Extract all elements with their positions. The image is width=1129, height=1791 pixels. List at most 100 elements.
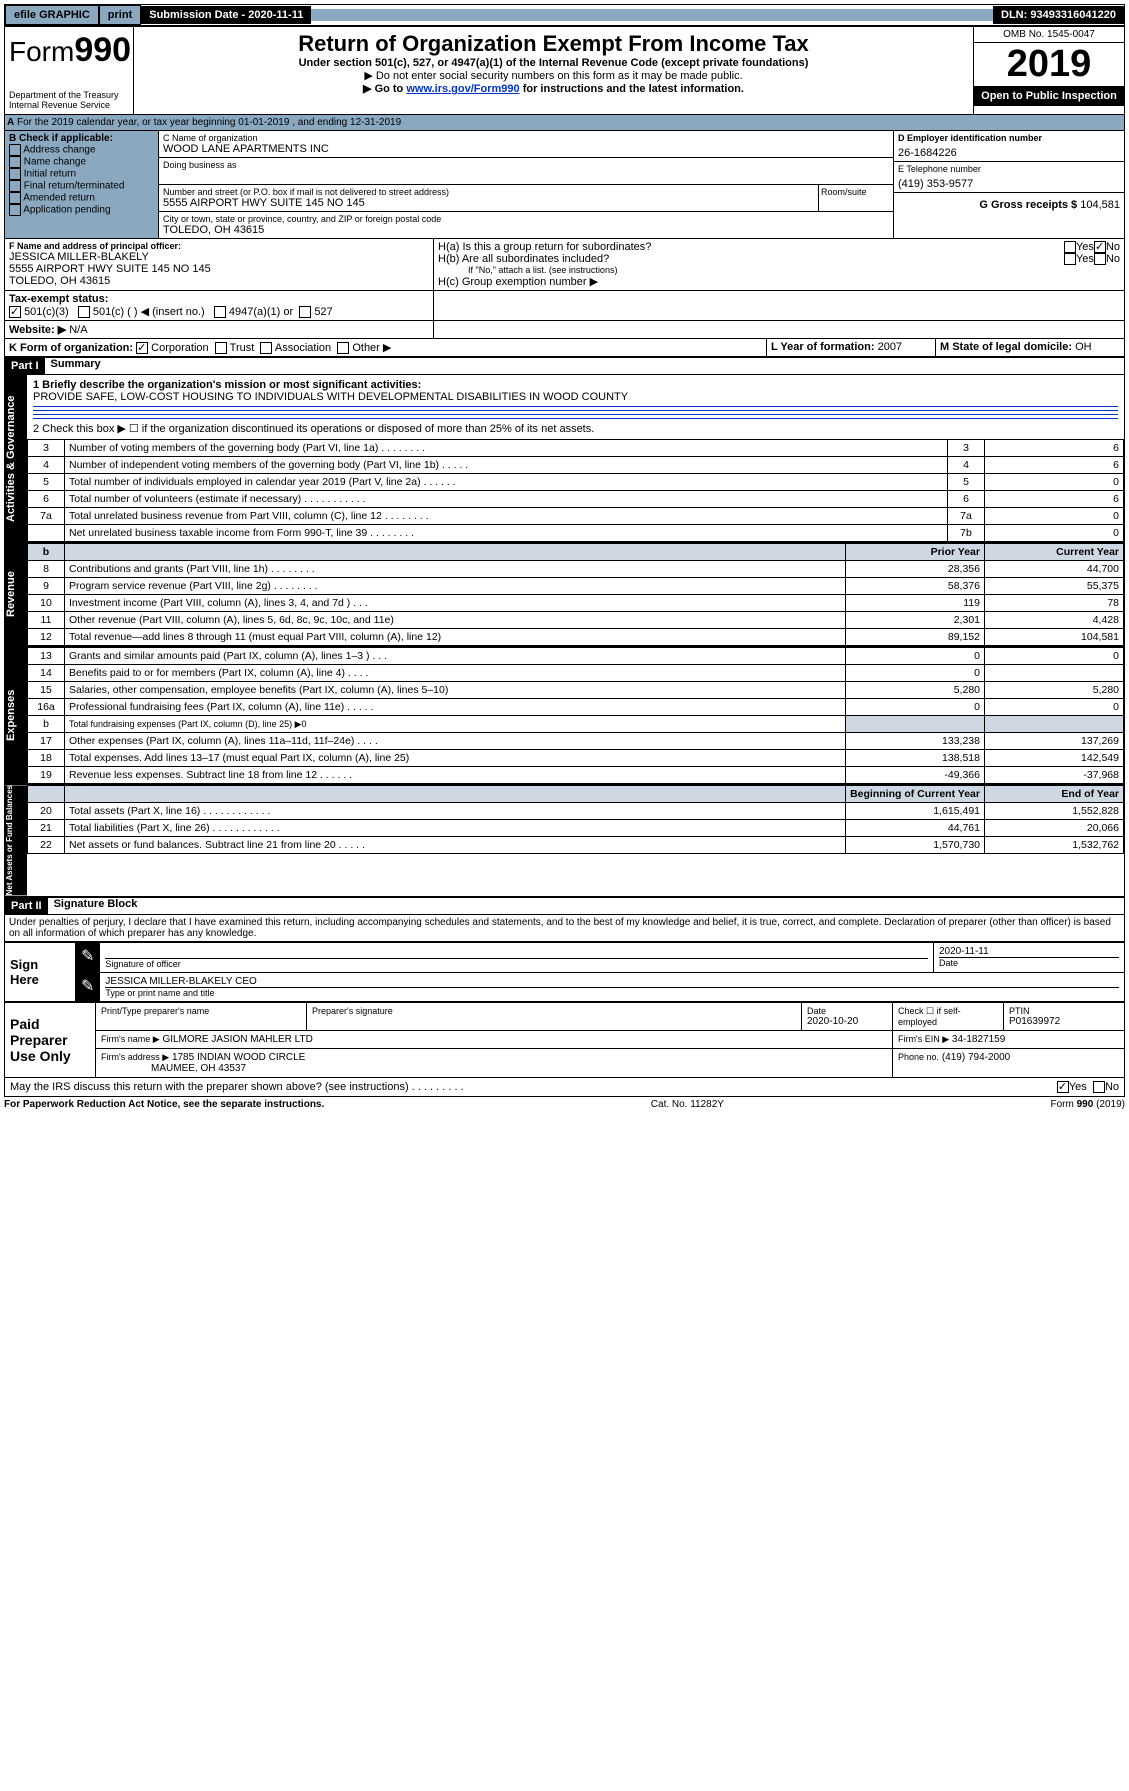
- 4947-checkbox[interactable]: [214, 306, 226, 318]
- row-num: 10: [28, 595, 65, 612]
- ha-label: H(a) Is this a group return for subordin…: [438, 241, 1064, 253]
- gross-label: G Gross receipts $: [979, 199, 1077, 211]
- irs-label: Internal Revenue Service: [9, 100, 129, 110]
- tax-year-line: A For the 2019 calendar year, or tax yea…: [5, 115, 1124, 130]
- row-num: 5: [28, 474, 65, 491]
- expenses-label: Expenses: [5, 647, 27, 784]
- discuss-yes-checkbox[interactable]: [1057, 1081, 1069, 1093]
- 501c-checkbox[interactable]: [78, 306, 90, 318]
- pen-icon: ✎: [76, 942, 100, 972]
- row-num: 22: [28, 837, 65, 854]
- row-value: 6: [985, 491, 1124, 508]
- submission-date: Submission Date - 2020-11-11: [141, 6, 311, 24]
- row-num: 21: [28, 820, 65, 837]
- prep-date-label: Date: [807, 1006, 887, 1016]
- 501c3-checkbox[interactable]: [9, 306, 21, 318]
- governance-label: Activities & Governance: [5, 375, 27, 542]
- revenue-label: Revenue: [5, 543, 27, 646]
- ha-no-checkbox[interactable]: [1094, 241, 1106, 253]
- net-table: Beginning of Current YearEnd of Year20To…: [27, 785, 1124, 854]
- b-checkbox[interactable]: [9, 168, 21, 180]
- row-num: 16a: [28, 699, 65, 716]
- top-bar: efile GRAPHIC print Submission Date - 20…: [4, 4, 1125, 26]
- row-label: Total number of volunteers (estimate if …: [65, 491, 948, 508]
- row-label: Total liabilities (Part X, line 26) . . …: [65, 820, 846, 837]
- b-checkbox[interactable]: [9, 204, 21, 216]
- current-value: 44,700: [985, 561, 1124, 578]
- ptin-value: P01639972: [1009, 1016, 1119, 1027]
- pra-notice: For Paperwork Reduction Act Notice, see …: [4, 1099, 324, 1110]
- ein-label: D Employer identification number: [898, 133, 1120, 143]
- firm-name-label: Firm's name ▶: [101, 1034, 160, 1044]
- end-value: 20,066: [985, 820, 1124, 837]
- discuss-no-checkbox[interactable]: [1093, 1081, 1105, 1093]
- prior-year-header: Prior Year: [846, 544, 985, 561]
- form-subtitle: Under section 501(c), 527, or 4947(a)(1)…: [138, 57, 969, 69]
- row-value: 6: [985, 457, 1124, 474]
- row-ref: 4: [948, 457, 985, 474]
- beg-value: 1,570,730: [846, 837, 985, 854]
- hb-label: H(b) Are all subordinates included?: [438, 253, 1064, 265]
- hb-yes-checkbox[interactable]: [1064, 253, 1076, 265]
- pen-icon: ✎: [76, 972, 100, 1001]
- officer-addr1: 5555 AIRPORT HWY SUITE 145 NO 145: [9, 263, 429, 275]
- sig-officer-label: Signature of officer: [105, 959, 928, 969]
- ha-yes-checkbox[interactable]: [1064, 241, 1076, 253]
- prior-value: -49,366: [846, 767, 985, 784]
- 527-checkbox[interactable]: [299, 306, 311, 318]
- form-title: Return of Organization Exempt From Incom…: [138, 31, 969, 57]
- row-label: Total number of individuals employed in …: [65, 474, 948, 491]
- firm-name: GILMORE JASION MAHLER LTD: [162, 1034, 312, 1045]
- net-label: Net Assets or Fund Balances: [5, 785, 27, 895]
- b-checkbox[interactable]: [9, 192, 21, 204]
- row-ref: 7a: [948, 508, 985, 525]
- b-header: b: [28, 544, 65, 561]
- firm-addr-label: Firm's address ▶: [101, 1052, 169, 1062]
- row-ref: 5: [948, 474, 985, 491]
- hc-label: H(c) Group exemption number ▶: [438, 275, 1120, 288]
- current-value: 4,428: [985, 612, 1124, 629]
- c-name-label: C Name of organization: [163, 133, 889, 143]
- open-public-badge: Open to Public Inspection: [974, 86, 1124, 106]
- org-city: TOLEDO, OH 43615: [163, 224, 889, 236]
- assoc-checkbox[interactable]: [260, 342, 272, 354]
- row-num: 9: [28, 578, 65, 595]
- b-checkbox[interactable]: [9, 144, 21, 156]
- perjury-text: Under penalties of perjury, I declare th…: [4, 915, 1125, 942]
- row-label: Contributions and grants (Part VIII, lin…: [65, 561, 846, 578]
- firm-phone: (419) 794-2000: [942, 1052, 1010, 1063]
- note2-pre: ▶ Go to: [363, 83, 406, 95]
- current-value: [985, 665, 1124, 682]
- efile-button[interactable]: efile GRAPHIC: [5, 5, 99, 25]
- trust-checkbox[interactable]: [215, 342, 227, 354]
- b-checkbox[interactable]: [9, 180, 21, 192]
- sign-date: 2020-11-11: [939, 946, 1119, 958]
- prep-date: 2020-10-20: [807, 1016, 887, 1027]
- row-ref: 7b: [948, 525, 985, 542]
- row-num: 20: [28, 803, 65, 820]
- row-label: Number of voting members of the governin…: [65, 440, 948, 457]
- current-value: 78: [985, 595, 1124, 612]
- row-label: Total unrelated business revenue from Pa…: [65, 508, 948, 525]
- hb-no-checkbox[interactable]: [1094, 253, 1106, 265]
- b-item-label: Application pending: [23, 205, 110, 216]
- row-label: Program service revenue (Part VIII, line…: [65, 578, 846, 595]
- prior-value: 0: [846, 699, 985, 716]
- other-checkbox[interactable]: [337, 342, 349, 354]
- gross-value: 104,581: [1080, 199, 1120, 211]
- row-num: 13: [28, 648, 65, 665]
- row-label: Total revenue—add lines 8 through 11 (mu…: [65, 629, 846, 646]
- phone-value: (419) 353-9577: [898, 178, 1120, 190]
- form-number: 990: [74, 31, 131, 69]
- row-value: 0: [985, 508, 1124, 525]
- irs-link[interactable]: www.irs.gov/Form990: [406, 83, 519, 95]
- print-button[interactable]: print: [99, 5, 141, 25]
- prep-sig-label: Preparer's signature: [312, 1006, 796, 1016]
- part2-label: Part II: [5, 898, 48, 914]
- row-ref: 3: [948, 440, 985, 457]
- b-checkbox[interactable]: [9, 156, 21, 168]
- corp-checkbox[interactable]: [136, 342, 148, 354]
- b-item-label: Amended return: [23, 193, 95, 204]
- current-value: 5,280: [985, 682, 1124, 699]
- b-item-label: Final return/terminated: [24, 181, 125, 192]
